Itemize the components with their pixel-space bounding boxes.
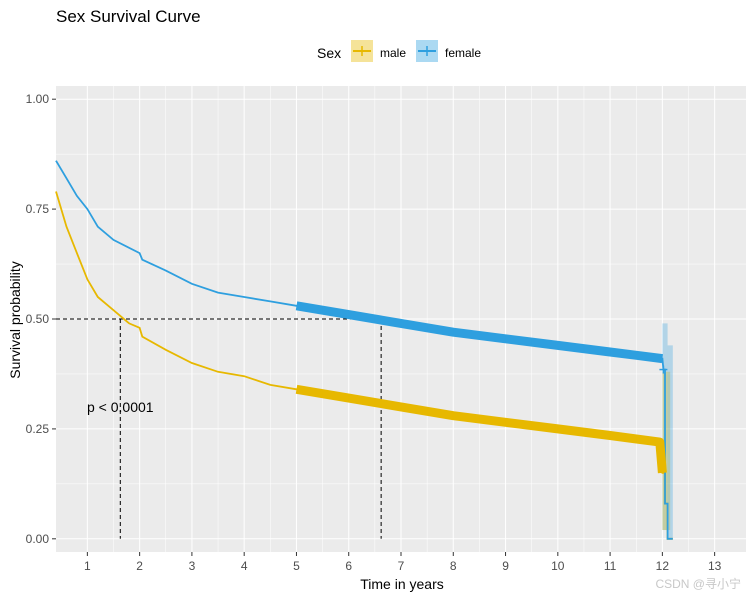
y-tick-label: 0.00 [26,532,50,546]
y-tick-label: 0.75 [26,202,50,216]
y-axis-ticks: 0.00 0.25 0.50 0.75 1.00 [26,92,56,546]
y-tick-label: 0.50 [26,312,50,326]
x-tick-label: 2 [136,559,143,573]
x-tick-label: 5 [293,559,300,573]
watermark: CSDN @寻小宁 [655,577,741,591]
female-ci-band-tail [667,345,673,539]
x-axis-ticks: 1 2 3 4 5 6 7 8 9 10 11 12 13 [84,552,722,573]
y-tick-label: 0.25 [26,422,50,436]
y-tick-label: 1.00 [26,92,50,106]
x-tick-label: 1 [84,559,91,573]
x-tick-label: 12 [656,559,670,573]
x-tick-label: 10 [551,559,565,573]
series-line-male [55,191,673,540]
x-tick-label: 11 [604,559,617,573]
p-value-annotation: p < 0.0001 [87,399,154,415]
x-axis-title: Time in years [360,576,444,592]
legend: Sex male female [317,40,481,62]
censor-band-male [295,384,667,474]
y-axis-title: Survival probability [7,261,23,379]
legend-label-female: female [445,46,481,60]
censor-marks [295,301,668,474]
median-lines [56,318,382,539]
legend-label-male: male [380,46,406,60]
legend-title: Sex [317,45,341,61]
x-tick-label: 9 [502,559,509,573]
censor-band-female [295,301,663,364]
x-tick-label: 13 [708,559,722,573]
x-tick-label: 4 [241,559,248,573]
x-tick-label: 6 [345,559,352,573]
x-tick-label: 8 [450,559,457,573]
x-tick-label: 7 [398,559,405,573]
chart-title: Sex Survival Curve [56,7,201,26]
male-ci-band [662,371,671,531]
x-tick-label: 3 [189,559,196,573]
